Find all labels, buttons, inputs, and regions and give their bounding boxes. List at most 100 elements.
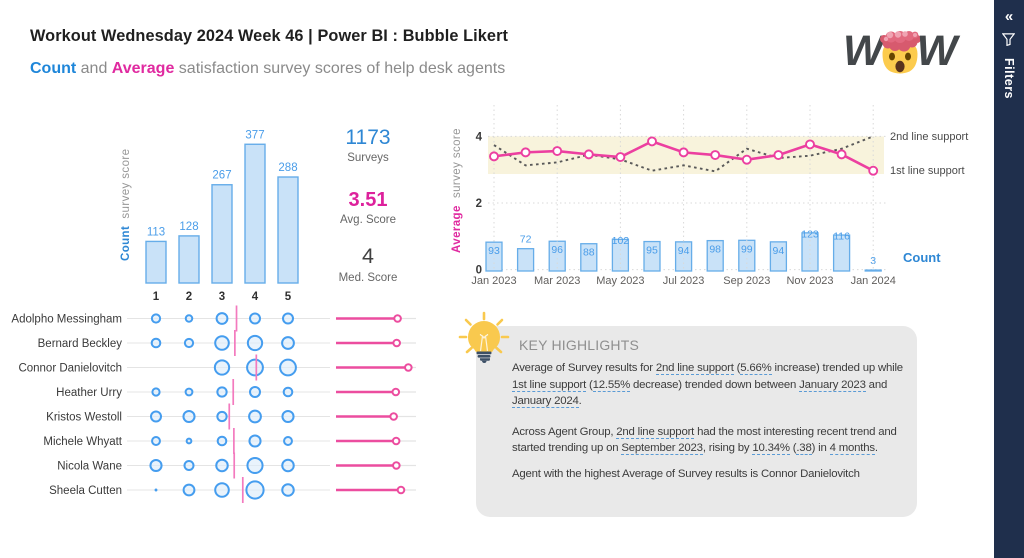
likert-bubble-score-2[interactable] <box>185 437 193 445</box>
likert-bubble-score-1[interactable] <box>151 387 161 397</box>
likert-bubble-score-3[interactable] <box>214 482 230 498</box>
series-marker[interactable] <box>647 136 657 147</box>
month-count-bar[interactable] <box>580 243 598 272</box>
likert-bubble-score-3[interactable] <box>213 359 231 376</box>
likert-bubble-score-2[interactable] <box>183 460 195 471</box>
series-line-2nd-line-support[interactable] <box>493 135 874 173</box>
likert-bubble-score-3[interactable] <box>215 312 229 325</box>
score-3-bar[interactable] <box>211 184 233 284</box>
series-marker[interactable] <box>836 149 847 160</box>
report-title: Workout Wednesday 2024 Week 46 | Power B… <box>30 27 509 45</box>
likert-bubble-score-4[interactable] <box>246 334 264 352</box>
month-count-bar[interactable] <box>801 232 819 272</box>
average-lollipop-dot[interactable] <box>391 387 401 397</box>
month-count-bar[interactable] <box>611 238 630 272</box>
likert-bubble-score-1[interactable] <box>149 458 163 473</box>
likert-bubble-score-4[interactable] <box>248 434 262 448</box>
month-count-bar[interactable] <box>706 239 724 272</box>
likert-bubble-score-3[interactable] <box>216 386 228 398</box>
likert-bubble-score-4[interactable] <box>248 409 262 424</box>
subtitle-count-word: Count <box>30 60 77 77</box>
agent-name-label: Sheela Cutten <box>49 485 122 497</box>
series-marker[interactable] <box>805 139 815 150</box>
highlight-text: ( <box>789 442 797 454</box>
likert-bubble-score-5[interactable] <box>283 436 293 446</box>
average-lollipop-dot[interactable] <box>391 436 401 446</box>
likert-bubble-score-4[interactable] <box>249 312 261 325</box>
month-count-bar[interactable] <box>832 234 851 272</box>
likert-bubble-score-5[interactable] <box>282 386 294 398</box>
likert-bubble-score-5[interactable] <box>281 458 295 473</box>
average-lollipop-dot[interactable] <box>392 461 401 470</box>
agent-name-label: Nicola Wane <box>57 461 122 473</box>
likert-bubble-score-4[interactable] <box>249 386 261 398</box>
bar-chart-y-axis-title: Count survey score <box>120 149 132 261</box>
likert-bubble-score-5[interactable] <box>281 409 295 424</box>
highlight-dynamic-value: 10.34% <box>752 442 790 455</box>
likert-bubble-score-5[interactable] <box>281 336 295 350</box>
series-marker[interactable] <box>552 146 563 157</box>
series-marker[interactable] <box>868 165 879 176</box>
key-highlights-heading: KEY HIGHLIGHTS <box>519 337 640 353</box>
series-marker[interactable] <box>710 150 721 160</box>
likert-bubble-score-2[interactable] <box>182 409 196 424</box>
likert-bubble-score-3[interactable] <box>214 335 230 351</box>
score-axis-label: 5 <box>285 291 292 303</box>
average-lollipop-dot[interactable] <box>393 314 402 323</box>
agent-row: Heather Urry <box>56 379 416 405</box>
filter-funnel-icon[interactable] <box>1002 33 1015 46</box>
average-lollipop-dot[interactable] <box>392 338 401 348</box>
likert-bubble-score-4[interactable] <box>246 456 264 475</box>
score-5-bar[interactable] <box>277 176 299 284</box>
series-marker[interactable] <box>678 147 689 158</box>
likert-bubble-score-4[interactable] <box>246 358 264 377</box>
likert-bubble-score-5[interactable] <box>281 483 295 497</box>
likert-bubble-score-4[interactable] <box>245 480 265 500</box>
average-lollipop-dot[interactable] <box>389 412 398 421</box>
month-count-bar[interactable] <box>864 269 882 272</box>
highlight-text: . <box>578 395 582 407</box>
likert-bubble-score-1[interactable] <box>151 436 161 446</box>
series-marker[interactable] <box>583 149 594 160</box>
likert-bubble-score-5[interactable] <box>282 312 294 325</box>
month-count-bar[interactable] <box>516 248 535 272</box>
filters-pane-collapsed[interactable]: « Filters <box>994 0 1024 558</box>
month-count-bar[interactable] <box>485 241 503 272</box>
likert-bubble-score-2[interactable] <box>183 337 195 349</box>
series-end-label: 1st line support <box>890 165 965 177</box>
month-count-bar[interactable] <box>674 241 693 272</box>
likert-bubble-score-2[interactable] <box>182 483 196 497</box>
likert-bubble-score-3[interactable] <box>216 410 228 423</box>
likert-bubble-score-2[interactable] <box>184 387 194 397</box>
average-lollipop-dot[interactable] <box>404 363 413 372</box>
logo-letter-w-left: W <box>843 27 884 75</box>
exploding-head-emoji <box>879 31 921 74</box>
score-1-bar[interactable] <box>145 240 167 284</box>
subtitle-average-word: Average <box>111 60 175 77</box>
likert-bubble-score-3[interactable] <box>216 435 228 447</box>
likert-bubble-score-1[interactable] <box>150 337 162 349</box>
month-count-bar[interactable] <box>643 240 661 272</box>
expand-filters-chevron-icon[interactable]: « <box>1004 8 1014 25</box>
likert-bubble-score-1[interactable] <box>154 488 158 492</box>
likert-bubble-score-1[interactable] <box>150 313 162 324</box>
average-lollipop-dot[interactable] <box>396 485 406 495</box>
likert-bubble-score-5[interactable] <box>279 358 297 377</box>
month-count-bar[interactable] <box>769 241 788 272</box>
subtitle-and-word: and <box>76 60 112 77</box>
count-series-label: Count <box>903 250 941 265</box>
score-4-bar[interactable] <box>244 143 266 284</box>
likert-bubble-score-1[interactable] <box>150 410 162 423</box>
series-marker[interactable] <box>773 150 784 160</box>
likert-bubble-score-3[interactable] <box>215 458 229 473</box>
series-marker[interactable] <box>615 152 626 162</box>
score-axis-label: 1 <box>153 291 160 303</box>
report-subtitle: Count and Average satisfaction survey sc… <box>30 60 505 78</box>
series-marker[interactable] <box>520 147 531 158</box>
highlight-paragraph: Agent with the highest Average of Survey… <box>512 466 908 483</box>
series-marker[interactable] <box>741 154 752 165</box>
highlight-dynamic-value: 12.55% <box>592 378 631 392</box>
series-marker[interactable] <box>489 151 499 162</box>
score-2-bar[interactable] <box>178 235 200 284</box>
likert-bubble-score-2[interactable] <box>184 314 194 323</box>
